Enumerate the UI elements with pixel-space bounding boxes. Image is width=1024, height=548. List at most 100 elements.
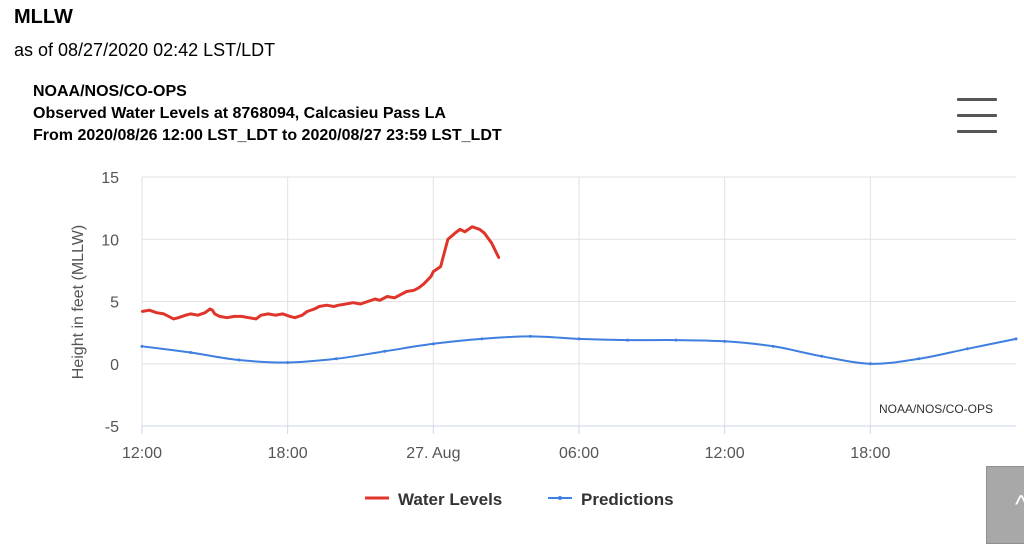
legend-predictions[interactable]: Predictions bbox=[548, 490, 674, 509]
water-level-point bbox=[233, 315, 236, 318]
legend-predictions-marker bbox=[558, 496, 562, 500]
water-level-point bbox=[184, 313, 187, 317]
prediction-point bbox=[237, 358, 241, 362]
y-tick-label: 10 bbox=[101, 232, 119, 249]
water-level-point bbox=[305, 310, 309, 313]
legend-water-levels[interactable]: Water Levels bbox=[365, 490, 502, 509]
water-level-point bbox=[400, 292, 403, 296]
water-level-point bbox=[453, 231, 457, 235]
prediction-point bbox=[771, 344, 775, 348]
water-level-point bbox=[393, 296, 396, 299]
axis-layer: -5 0 5 10 15 12:00 18:00 27. Aug 06:00 12:00 18:00 bbox=[101, 170, 1016, 462]
prediction-point bbox=[480, 337, 484, 341]
water-level-point bbox=[483, 231, 486, 235]
water-level-point bbox=[211, 309, 214, 312]
y-tick-label: 0 bbox=[110, 357, 119, 374]
prediction-point bbox=[334, 357, 338, 361]
grid-layer bbox=[141, 176, 1016, 427]
water-level-point bbox=[478, 228, 481, 231]
water-level-point bbox=[313, 307, 316, 311]
water-level-point bbox=[203, 311, 207, 314]
x-tick-label: 18:00 bbox=[268, 445, 308, 462]
prediction-point bbox=[286, 361, 290, 365]
chart-title-range: From 2020/08/26 12:00 LST_LDT to 2020/08… bbox=[33, 127, 502, 144]
prediction-point bbox=[917, 357, 921, 361]
water-level-point bbox=[359, 302, 362, 306]
prediction-point bbox=[528, 334, 532, 338]
page-title: MLLW bbox=[14, 6, 73, 28]
series-layer bbox=[140, 225, 1018, 366]
water-level-point bbox=[318, 305, 321, 308]
water-level-point bbox=[378, 299, 382, 302]
x-tick-label: 12:00 bbox=[122, 445, 162, 462]
chevron-up-icon: ^ bbox=[1015, 489, 1024, 519]
water-level-point bbox=[259, 313, 263, 317]
water-level-point bbox=[177, 316, 180, 319]
series-water-levels-line bbox=[141, 225, 501, 321]
water-level-point bbox=[470, 225, 474, 228]
water-level-point bbox=[366, 300, 369, 303]
y-axis-label: Height in feet (MLLW) bbox=[70, 225, 87, 379]
prediction-point bbox=[431, 342, 435, 346]
water-level-point bbox=[162, 312, 166, 316]
prediction-point bbox=[189, 351, 193, 355]
x-tick-label: 18:00 bbox=[850, 445, 890, 462]
menu-line-top bbox=[957, 98, 997, 101]
water-level-point bbox=[247, 316, 251, 319]
water-level-point bbox=[293, 316, 297, 319]
prediction-point bbox=[723, 339, 727, 343]
water-level-point bbox=[196, 313, 200, 317]
water-level-point bbox=[432, 270, 435, 273]
water-level-point bbox=[254, 317, 258, 321]
water-level-point bbox=[148, 309, 151, 312]
water-level-point bbox=[429, 275, 433, 278]
chart-title-agency: NOAA/NOS/CO-OPS bbox=[33, 83, 187, 100]
water-level-point bbox=[274, 313, 277, 317]
water-level-point bbox=[422, 282, 425, 286]
water-level-point bbox=[332, 305, 335, 308]
prediction-point bbox=[577, 337, 581, 341]
water-level-point bbox=[337, 304, 340, 307]
water-level-point bbox=[497, 256, 501, 260]
water-level-point bbox=[463, 230, 467, 233]
water-level-point bbox=[446, 238, 450, 241]
water-level-point bbox=[267, 312, 270, 316]
chart-title-station: Observed Water Levels at 8768094, Calcas… bbox=[33, 105, 446, 122]
prediction-point bbox=[626, 338, 630, 342]
water-level-point bbox=[140, 310, 144, 313]
y-tick-label: -5 bbox=[105, 419, 119, 436]
water-level-point bbox=[344, 302, 348, 306]
prediction-point bbox=[383, 349, 387, 353]
prediction-point bbox=[140, 344, 144, 348]
water-level-point bbox=[386, 295, 389, 298]
water-level-point bbox=[427, 277, 430, 281]
legend-water-levels-label: Water Levels bbox=[398, 490, 502, 509]
water-level-point bbox=[155, 311, 158, 314]
water-level-point bbox=[301, 313, 304, 317]
water-level-point bbox=[288, 315, 292, 318]
water-level-point bbox=[281, 312, 285, 316]
water-level-point bbox=[373, 297, 377, 301]
water-level-point bbox=[458, 228, 462, 231]
water-level-point bbox=[189, 312, 192, 316]
water-level-point bbox=[218, 315, 221, 318]
legend: Water Levels Predictions bbox=[365, 490, 674, 509]
prediction-point bbox=[1014, 337, 1018, 341]
water-level-point bbox=[325, 304, 328, 307]
as-of-timestamp: as of 08/27/2020 02:42 LST/LDT bbox=[14, 40, 276, 60]
x-tick-label: 12:00 bbox=[705, 445, 745, 462]
water-level-point bbox=[417, 286, 420, 290]
water-level-point bbox=[405, 290, 408, 293]
water-level-point bbox=[352, 301, 355, 304]
water-level-point bbox=[213, 312, 217, 316]
chart-credit: NOAA/NOS/CO-OPS bbox=[879, 402, 993, 416]
legend-predictions-label: Predictions bbox=[581, 490, 674, 509]
chart-header: NOAA/NOS/CO-OPS Observed Water Levels at… bbox=[33, 81, 502, 147]
water-level-point bbox=[412, 289, 416, 292]
hamburger-menu-icon[interactable] bbox=[955, 96, 999, 136]
scroll-top-button[interactable]: ^ bbox=[986, 466, 1024, 544]
prediction-point bbox=[965, 347, 969, 351]
menu-line-middle bbox=[957, 114, 997, 117]
water-level-point bbox=[240, 315, 243, 318]
